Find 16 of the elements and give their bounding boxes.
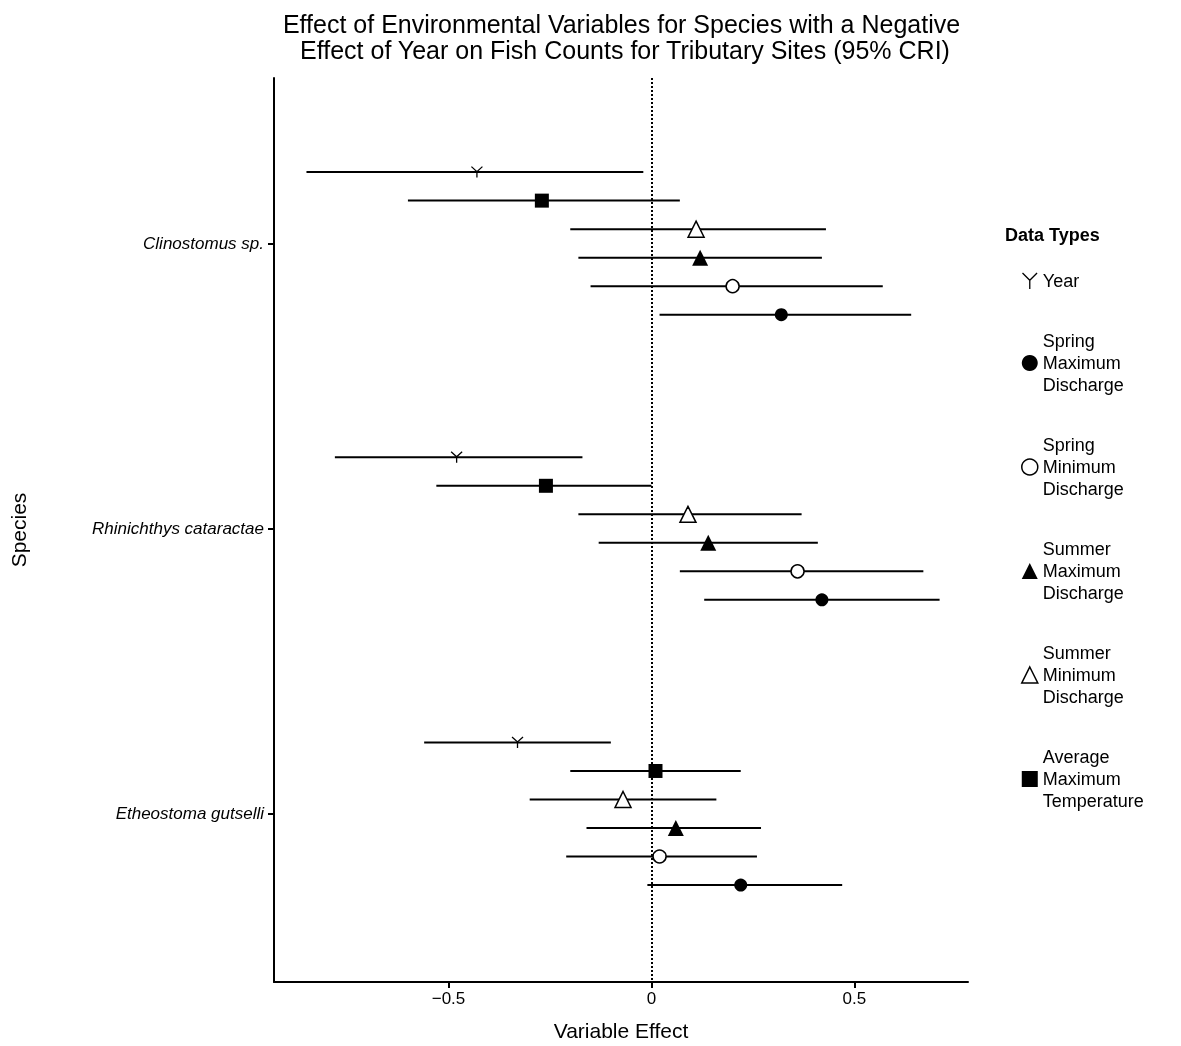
y-tick-label: Etheostoma gutselli [115,804,266,824]
legend-label: Spring Minimum Discharge [1042,435,1124,499]
x-axis-title: Variable Effect [553,1019,689,1042]
legend-label: Year [1042,271,1080,291]
legend-label: Summer Maximum Discharge [1042,539,1126,603]
legend-title: Data Types [1005,225,1100,245]
y-tick-label: Rhinichthys cataractae [92,519,264,539]
legend-label: Spring Maximum Discharge [1042,331,1126,395]
x-tick-label: 0 [646,989,657,1008]
legend-label: Average Maximum Temperature [1042,747,1144,811]
y-axis-title: Species [7,492,30,568]
y-tick-label: Clinostomus sp. [143,233,264,253]
legend-label: Summer Minimum Discharge [1042,643,1124,707]
chart-title: Effect of Environmental Variables for Species with a Negative Effect of Year on Fish Counts for Tributary Sites (95% CRI) [282,10,968,64]
x-tick-label: 0.5 [842,989,867,1008]
x-tick-label: −0.5 [431,989,466,1008]
